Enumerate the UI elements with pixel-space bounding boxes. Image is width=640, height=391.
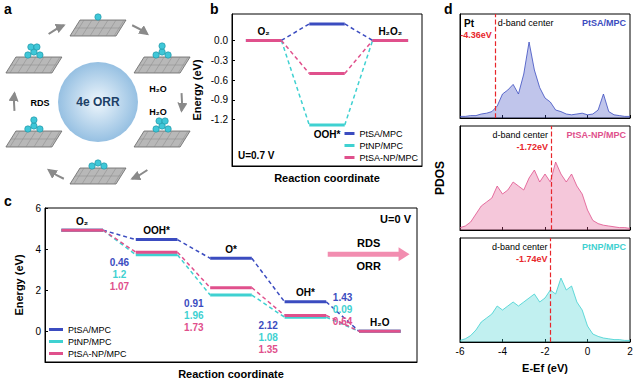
svg-text:H₂O₂: H₂O₂ bbox=[378, 26, 402, 37]
svg-text:PtSA/MPC: PtSA/MPC bbox=[582, 18, 627, 28]
svg-text:-1.2: -1.2 bbox=[211, 114, 229, 125]
svg-text:1.08: 1.08 bbox=[258, 332, 278, 343]
svg-text:c: c bbox=[4, 193, 12, 209]
svg-text:0.64: 0.64 bbox=[333, 316, 353, 327]
svg-text:Reaction coordinate: Reaction coordinate bbox=[178, 368, 284, 380]
svg-text:H₂O: H₂O bbox=[370, 317, 390, 328]
svg-text:4: 4 bbox=[35, 244, 41, 255]
svg-text:O₂: O₂ bbox=[258, 26, 270, 37]
svg-text:0.09: 0.09 bbox=[333, 304, 353, 315]
svg-text:PtSA/MPC: PtSA/MPC bbox=[68, 325, 112, 335]
svg-text:Reaction coordinate: Reaction coordinate bbox=[274, 172, 380, 184]
svg-text:OOH*: OOH* bbox=[314, 129, 341, 140]
svg-text:1.2: 1.2 bbox=[112, 269, 126, 280]
svg-text:U=0.7 V: U=0.7 V bbox=[238, 150, 275, 161]
svg-text:1.96: 1.96 bbox=[184, 310, 204, 321]
svg-text:1.07: 1.07 bbox=[110, 281, 130, 292]
svg-text:H₂O: H₂O bbox=[149, 84, 167, 94]
svg-text:0.0: 0.0 bbox=[214, 35, 228, 46]
svg-text:-4: -4 bbox=[498, 346, 507, 357]
svg-text:O₂: O₂ bbox=[76, 216, 88, 227]
svg-text:E-Ef (eV): E-Ef (eV) bbox=[522, 362, 568, 374]
svg-text:-0.3: -0.3 bbox=[211, 55, 229, 66]
svg-text:U=0 V: U=0 V bbox=[380, 213, 412, 225]
svg-text:Energy (eV): Energy (eV) bbox=[191, 59, 203, 120]
svg-text:OOH*: OOH* bbox=[143, 225, 170, 236]
svg-text:d: d bbox=[444, 1, 453, 17]
svg-text:4e ORR: 4e ORR bbox=[76, 95, 120, 109]
svg-text:a: a bbox=[4, 1, 12, 17]
svg-text:PtNP/MPC: PtNP/MPC bbox=[68, 337, 112, 347]
svg-text:H₂O: H₂O bbox=[149, 107, 167, 117]
svg-text:d-band center: d-band center bbox=[492, 242, 548, 252]
svg-text:2.12: 2.12 bbox=[258, 320, 278, 331]
svg-text:-1.72eV: -1.72eV bbox=[516, 142, 548, 152]
svg-text:PtSA-NP/MPC: PtSA-NP/MPC bbox=[68, 349, 127, 359]
svg-text:d-band center: d-band center bbox=[492, 130, 548, 140]
svg-text:2: 2 bbox=[627, 346, 633, 357]
svg-text:2: 2 bbox=[35, 285, 41, 296]
svg-text:1.43: 1.43 bbox=[333, 292, 353, 303]
svg-text:0: 0 bbox=[35, 326, 41, 337]
svg-text:O*: O* bbox=[225, 244, 237, 255]
svg-text:-4.36eV: -4.36eV bbox=[460, 30, 492, 40]
svg-text:Pt: Pt bbox=[464, 18, 475, 29]
svg-text:6: 6 bbox=[35, 203, 41, 214]
svg-text:-0.9: -0.9 bbox=[211, 94, 229, 105]
svg-text:OH*: OH* bbox=[296, 287, 315, 298]
svg-text:0.46: 0.46 bbox=[110, 257, 130, 268]
svg-text:0.91: 0.91 bbox=[184, 298, 204, 309]
svg-text:-2: -2 bbox=[541, 346, 550, 357]
svg-text:PtNP/MPC: PtNP/MPC bbox=[359, 141, 403, 151]
svg-text:Energy (eV): Energy (eV) bbox=[13, 254, 25, 315]
svg-text:b: b bbox=[210, 1, 219, 17]
svg-text:PtNP/MPC: PtNP/MPC bbox=[582, 242, 627, 252]
svg-text:-1.74eV: -1.74eV bbox=[516, 254, 548, 264]
svg-text:PtSA-NP/MPC: PtSA-NP/MPC bbox=[566, 130, 626, 140]
svg-text:PtSA/MPC: PtSA/MPC bbox=[359, 129, 403, 139]
svg-text:PDOS: PDOS bbox=[433, 161, 447, 195]
svg-text:PtSA-NP/MPC: PtSA-NP/MPC bbox=[359, 153, 418, 163]
svg-text:RDS: RDS bbox=[357, 237, 380, 249]
svg-text:-6: -6 bbox=[456, 346, 465, 357]
svg-text:RDS: RDS bbox=[30, 98, 49, 108]
svg-text:-0.6: -0.6 bbox=[211, 75, 229, 86]
svg-text:1.73: 1.73 bbox=[184, 322, 204, 333]
svg-text:d-band center: d-band center bbox=[498, 18, 554, 28]
svg-text:1.35: 1.35 bbox=[258, 344, 278, 355]
svg-text:ORR: ORR bbox=[356, 260, 381, 272]
svg-text:0: 0 bbox=[585, 346, 591, 357]
